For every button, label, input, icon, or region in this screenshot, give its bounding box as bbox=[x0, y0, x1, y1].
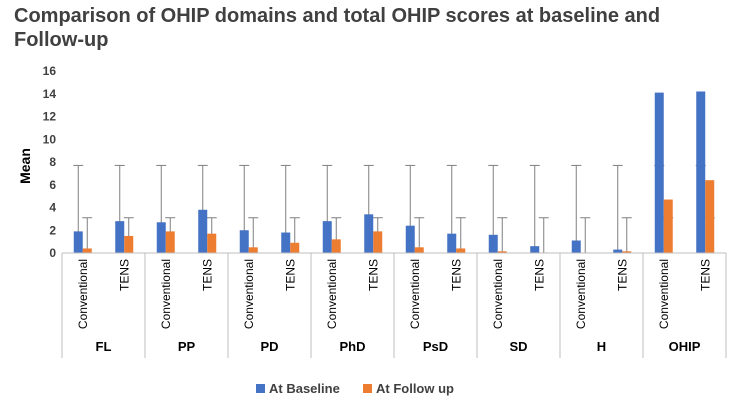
bar-follow-up bbox=[165, 231, 175, 253]
bar-baseline bbox=[115, 221, 125, 253]
legend-swatch bbox=[256, 384, 265, 393]
x-tick-label: Conventional bbox=[574, 259, 588, 329]
bar-follow-up bbox=[248, 247, 258, 253]
bar-baseline bbox=[530, 246, 540, 253]
x-tick-label: Conventional bbox=[657, 259, 671, 329]
y-tick-label: 10 bbox=[43, 132, 57, 146]
legend-label: At Baseline bbox=[269, 381, 340, 396]
group-label: PP bbox=[178, 339, 196, 354]
x-tick-label: Conventional bbox=[491, 259, 505, 329]
bar-follow-up bbox=[124, 235, 134, 253]
x-tick-label: TENS bbox=[200, 259, 214, 291]
group-label: FL bbox=[96, 339, 112, 354]
bar-follow-up bbox=[663, 199, 673, 253]
bar-baseline bbox=[156, 222, 166, 253]
x-tick-label: TENS bbox=[698, 259, 712, 291]
bar-baseline bbox=[405, 225, 415, 253]
y-tick-label: 6 bbox=[49, 178, 56, 192]
bar-baseline bbox=[239, 230, 249, 253]
bar-follow-up bbox=[290, 242, 300, 253]
x-tick-label: Conventional bbox=[408, 259, 422, 329]
y-tick-label: 0 bbox=[49, 246, 56, 260]
bar-baseline bbox=[613, 249, 623, 253]
bar-baseline bbox=[198, 209, 208, 253]
bar-baseline bbox=[281, 232, 291, 253]
group-label: PsD bbox=[423, 339, 448, 354]
x-tick-label: TENS bbox=[615, 259, 629, 291]
x-tick-label: TENS bbox=[117, 259, 131, 291]
bar-baseline bbox=[322, 221, 332, 253]
bar-follow-up bbox=[705, 180, 715, 253]
chart-title: Comparison of OHIP domains and total OHI… bbox=[14, 5, 661, 51]
y-tick-label: 12 bbox=[43, 110, 57, 124]
group-label: PhD bbox=[340, 339, 366, 354]
bar-follow-up bbox=[414, 247, 424, 253]
x-tick-label: Conventional bbox=[242, 259, 256, 329]
y-axis-title: Mean bbox=[17, 148, 33, 184]
bar-follow-up bbox=[207, 233, 217, 253]
bar-follow-up bbox=[82, 248, 92, 253]
legend-swatch bbox=[363, 384, 372, 393]
group-label: PD bbox=[260, 339, 278, 354]
x-tick-label: Conventional bbox=[325, 259, 339, 329]
y-tick-label: 4 bbox=[49, 201, 56, 215]
bar-follow-up bbox=[331, 239, 341, 253]
bar-baseline bbox=[654, 92, 664, 253]
bar-baseline bbox=[696, 91, 706, 253]
x-tick-label: TENS bbox=[532, 259, 546, 291]
x-tick-label: Conventional bbox=[159, 259, 173, 329]
legend-label: At Follow up bbox=[376, 381, 454, 396]
x-tick-label: TENS bbox=[366, 259, 380, 291]
y-tick-label: 2 bbox=[49, 223, 56, 237]
x-tick-label: Conventional bbox=[76, 259, 90, 329]
bar-follow-up bbox=[497, 251, 507, 253]
y-tick-label: 16 bbox=[43, 64, 57, 78]
x-tick-label: TENS bbox=[283, 259, 297, 291]
bar-baseline bbox=[447, 233, 457, 253]
bar-baseline bbox=[73, 231, 83, 253]
bar-follow-up bbox=[373, 231, 383, 253]
x-tick-label: TENS bbox=[449, 259, 463, 291]
bar-baseline bbox=[364, 214, 374, 253]
y-tick-label: 8 bbox=[49, 155, 56, 169]
group-label: H bbox=[597, 339, 606, 354]
bar-baseline bbox=[571, 240, 581, 253]
y-tick-label: 14 bbox=[43, 87, 57, 101]
bar-follow-up bbox=[622, 251, 632, 253]
bar-follow-up bbox=[456, 248, 466, 253]
group-label: OHIP bbox=[669, 339, 701, 354]
bar-baseline bbox=[488, 234, 498, 253]
group-label: SD bbox=[509, 339, 527, 354]
